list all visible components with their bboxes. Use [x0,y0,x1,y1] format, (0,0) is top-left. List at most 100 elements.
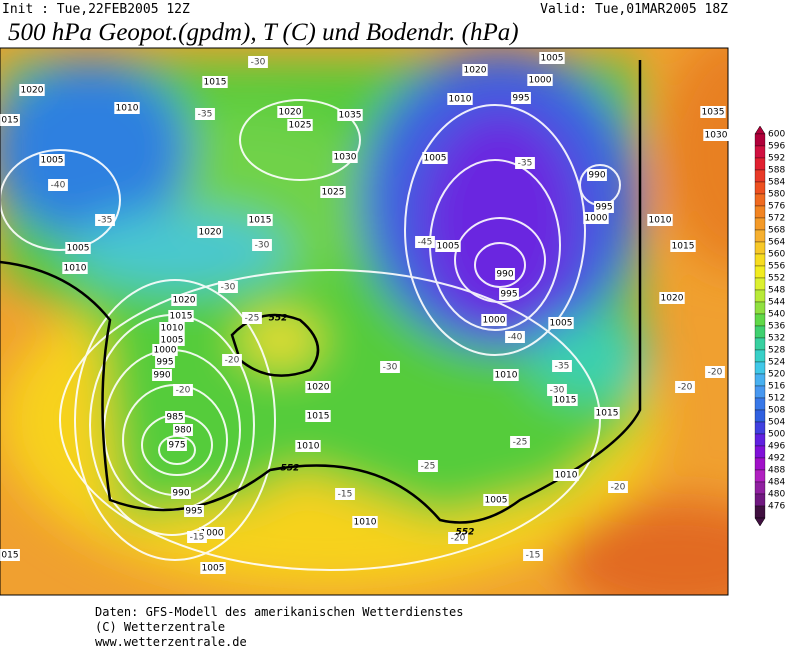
isobar-box [495,268,515,280]
isobar-box [481,314,507,326]
isobar-box [305,381,331,393]
colorbar-cell [754,481,766,495]
temperature-box [547,384,567,396]
colorbar-label: 580 [768,190,785,200]
colorbar-cell [754,229,766,243]
map-title: 500 hPa Geopot.(gpdm), T (C) und Bodendr… [8,19,519,46]
isobar-box [171,487,191,499]
isobar-label: 995 [500,290,517,300]
isobar-box [493,369,519,381]
isobar-box [168,310,194,322]
isobar-label: 1010 [297,442,320,452]
temperature-box [510,436,530,448]
isobar-label: 980 [174,426,191,436]
temperature-label: -25 [421,462,436,472]
isobar-box [202,76,228,88]
colorbar-cell [754,409,766,423]
isobar-box [548,317,574,329]
temperature-box [448,532,468,544]
isobar-box [659,292,685,304]
colorbar-cell [754,397,766,411]
isobar-label: 1005 [67,244,90,254]
isobar-box [670,240,696,252]
isobar-box [173,424,193,436]
isobar-label: 1015 [672,242,695,252]
colorbar-cell [754,133,766,147]
colorbar-cell [754,217,766,231]
isobar-label: 1000 [483,316,506,326]
isobar-box [165,411,185,423]
isobar-label: 1005 [437,242,460,252]
colorbar-cell [754,241,766,255]
colorbar-cell [754,421,766,435]
temperature-label: -35 [555,362,570,372]
isobar-label: 1005 [424,154,447,164]
temperature-box [505,331,525,343]
footer-line: Daten: GFS-Modell des amerikanischen Wet… [95,605,463,619]
colorbar-cell [754,373,766,387]
colorbar-label: 540 [768,310,785,320]
colorbar-label: 516 [768,382,785,392]
isobar-box [462,64,488,76]
colorbar-cell [754,433,766,447]
temperature-label: -15 [338,490,353,500]
colorbar-cell [754,253,766,267]
temperature-box [48,179,68,191]
colorbar-label: 588 [768,166,785,176]
isobar-label: 1035 [339,111,362,121]
isobar-box [159,334,185,346]
isobar-box [700,106,726,118]
temperature-box [195,108,215,120]
isobar-label: 1030 [705,131,728,141]
temperature-label: -20 [451,534,466,544]
isobar-box [200,562,226,574]
isobar-box [39,154,65,166]
colorbar-cell [754,505,766,519]
colorbar-label: 500 [768,430,785,440]
isobar-label: 1010 [354,518,377,528]
isobar-label: 990 [172,489,189,499]
temperature-label: -35 [198,110,213,120]
isobar-box [553,469,579,481]
temperature-label: -20 [708,368,723,378]
colorbar-label: 572 [768,214,785,224]
temperature-label: -35 [518,159,533,169]
isobar-label: 990 [153,371,170,381]
temperature-label: -15 [190,533,205,543]
colorbar-cell [754,469,766,483]
isobar-label: 1000 [201,529,224,539]
colorbar-cell [754,493,766,507]
isobar-label: 1005 [41,156,64,166]
isobar-label: 995 [595,203,612,213]
isobar-label: 1000 [585,214,608,224]
isobar-box [167,439,187,451]
isobar-box [539,52,565,64]
isobar-label: 1035 [702,108,725,118]
temperature-box [252,239,272,251]
isobar-label: 995 [185,507,202,517]
colorbar-cell [754,277,766,291]
colorbar-label: 576 [768,202,785,212]
isobar-box [422,152,448,164]
isobar-box [337,109,363,121]
temperature-box [552,360,572,372]
colorbar-label: 508 [768,406,785,416]
colorbar-label: 596 [768,142,785,152]
isobar-label: 1015 [170,312,193,322]
temperature-box [608,481,628,493]
isobar-label: 1030 [334,153,357,163]
colorbar-cell [754,313,766,327]
temperature-box [415,236,435,248]
isobar-box [483,494,509,506]
colorbar-label: 520 [768,370,785,380]
isobar-box [352,516,378,528]
isobar-label: 995 [512,94,529,104]
isobar-label: 1025 [322,188,345,198]
colorbar-label: 556 [768,262,785,272]
colorbar-label: 532 [768,334,785,344]
temperature-box [173,384,193,396]
isobar-label: 1010 [495,371,518,381]
isobar-box [583,212,609,224]
temperature-label: -15 [526,551,541,561]
